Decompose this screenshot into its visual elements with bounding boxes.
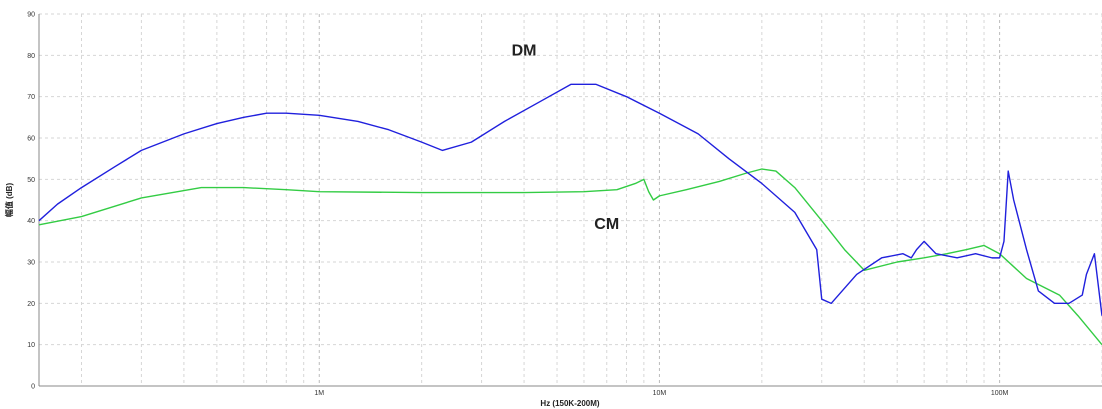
x-tick-label: 100M — [991, 390, 1009, 397]
y-tick-label: 50 — [27, 177, 35, 184]
series-layer — [38, 83, 1102, 346]
annotation-dm: DM — [512, 42, 537, 59]
y-tick-label: 30 — [27, 260, 35, 267]
x-tick-label: 10M — [653, 390, 667, 397]
y-tick-label: 60 — [27, 136, 35, 143]
y-tick-label: 40 — [27, 218, 35, 225]
annotation-cm: CM — [594, 216, 619, 233]
y-tick-label: 0 — [31, 384, 35, 391]
series-line-dm — [38, 83, 1102, 316]
y-tick-label: 10 — [27, 342, 35, 349]
grid-layer — [39, 13, 1102, 387]
axis-layer — [38, 14, 1102, 387]
y-tick-label: 80 — [27, 53, 35, 60]
y-tick-label: 90 — [27, 12, 35, 19]
x-tick-label: 1M — [314, 390, 324, 397]
series-line-cm — [38, 168, 1102, 346]
y-axis-title: 幅值 (dB) — [4, 183, 14, 218]
plot-area — [39, 14, 1102, 386]
y-tick-label: 70 — [27, 94, 35, 101]
y-tick-label: 20 — [27, 301, 35, 308]
annotation-layer: DM CM — [512, 42, 620, 233]
tick-label-layer: 0 10 20 30 40 50 60 70 80 90 1M 10M 100M — [27, 12, 1008, 398]
x-axis-title: Hz (150K-200M) — [540, 399, 599, 408]
